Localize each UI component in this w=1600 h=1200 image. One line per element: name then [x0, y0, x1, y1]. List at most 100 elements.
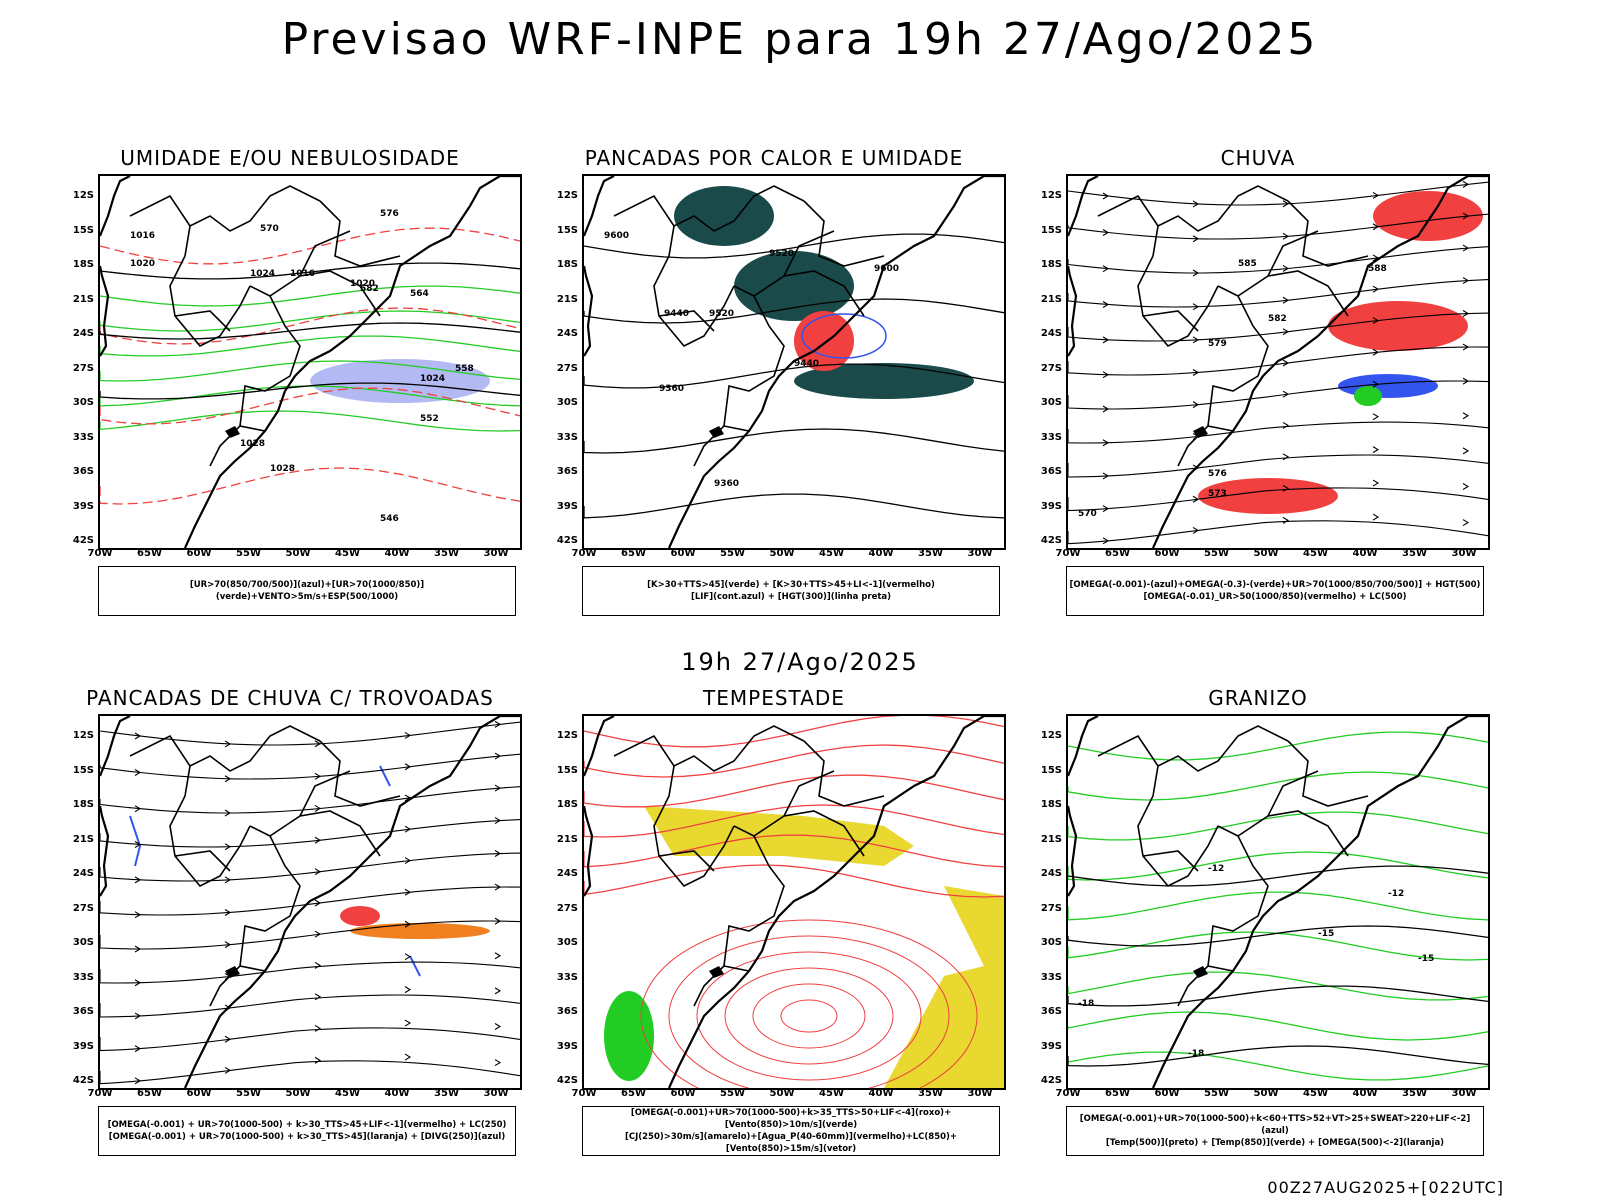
streamline-arrow [1192, 401, 1200, 409]
hgt500-streamline [1068, 380, 1488, 410]
streamline-arrow [1192, 526, 1200, 534]
streamline-arrow [1102, 439, 1110, 447]
rain-red-area [1198, 478, 1338, 514]
map-chuva[interactable]: 588 585 582 579 576 573 570 [1066, 174, 1490, 550]
legend-box: [OMEGA(-0.001)+UR>70(1000-500)+k<60+TTS>… [1066, 1106, 1484, 1156]
country-border [1237, 270, 1349, 317]
temp850-green-contour [1068, 1011, 1488, 1041]
temp500-contour [1068, 865, 1488, 887]
map-umidade[interactable]: 1016 1020 1024 1028 1016 1020 1024 1028 570 576 58… [98, 174, 522, 550]
streamline-arrow [404, 953, 412, 961]
streamline-arrow [1282, 232, 1290, 240]
latitude-tick: 27S [72, 902, 94, 914]
latitude-tick: 27S [1040, 362, 1062, 374]
hgt300-contour [584, 298, 1004, 324]
contour-label: 558 [455, 364, 474, 374]
country-border [653, 765, 735, 887]
country-border [299, 230, 351, 277]
temp500-contour [1068, 925, 1488, 947]
lif-blue-contour [801, 313, 887, 359]
streamline-arrow [1372, 348, 1380, 356]
panel-title: PANCADAS POR CALOR E UMIDADE [584, 146, 964, 170]
hgt500-streamline [1068, 213, 1488, 240]
longitude-axis: 70W 65W 60W 55W 50W 45W 40W 35W 30W [88, 1088, 522, 1102]
streamline-arrow [1372, 223, 1380, 231]
map-pancadas-calor[interactable]: 9600 9520 9440 9360 9600 9520 9440 9360 [582, 174, 1006, 550]
longitude-tick: 65W [1105, 548, 1130, 559]
longitude-tick: 45W [335, 1088, 360, 1099]
contour-label: 570 [260, 224, 279, 234]
longitude-axis: 70W 65W 60W 55W 50W 45W 40W 35W 30W [88, 548, 522, 562]
streamline-arrow [494, 1023, 502, 1030]
streamline-arrow [314, 740, 322, 748]
temp850-green-contour [1068, 891, 1488, 921]
rain-red-area [1373, 191, 1483, 241]
country-border [239, 425, 266, 432]
streamline-arrow [224, 809, 232, 817]
streamline-arrow [314, 993, 322, 1001]
latitude-tick: 36S [72, 1006, 94, 1017]
panel-chuva: CHUVA 12S 15S 18S 21S 24S 27S 30S 33S 36S 39S 42S … [1018, 146, 1498, 636]
longitude-tick: 40W [868, 548, 894, 559]
longitude-tick: 55W [1204, 1088, 1229, 1099]
contour-label: 1024 [420, 374, 445, 384]
lagoon-shape [709, 426, 724, 438]
legend-box: [K>30+TTS>45](verde) + [K>30+TTS>45+LI<-… [582, 566, 1000, 616]
streamline-arrow [314, 961, 322, 969]
lc250-streamline [100, 994, 520, 1018]
map-granizo[interactable]: -12 -15 -18 -12 -15 -18 [1066, 714, 1490, 1090]
latitude-tick: 39S [72, 500, 94, 512]
longitude-tick: 60W [186, 1088, 212, 1099]
lc850-red-circulation [696, 951, 922, 1081]
humidity-green-contour [100, 410, 520, 432]
latitude-tick: 24S [72, 868, 94, 879]
latitude-tick: 27S [556, 902, 578, 914]
streamline-arrow [1372, 479, 1380, 487]
streamline-arrow [1282, 359, 1290, 367]
instability-red-area [794, 311, 854, 371]
legend-line: [OMEGA(-0.01)_UR>50(1000/850)(vermelho) … [1143, 592, 1407, 602]
map-trovoadas[interactable] [98, 714, 522, 1090]
longitude-tick: 45W [1303, 1088, 1328, 1099]
storm-red-area [340, 906, 380, 926]
map-svg [584, 716, 1004, 1088]
streamline-arrow [134, 911, 142, 919]
streamline-arrow [1102, 472, 1110, 480]
longitude-tick: 65W [137, 548, 162, 559]
longitude-tick: 60W [1154, 1088, 1180, 1099]
latitude-tick: 36S [72, 466, 94, 477]
streamline-arrow [494, 883, 502, 891]
lc250-streamline [100, 753, 520, 780]
streamline-arrow [494, 850, 502, 858]
country-border [269, 270, 381, 317]
latitude-axis: 12S 15S 18S 21S 24S 27S 30S 33S 36S 39S 42S [50, 174, 96, 546]
streamline-arrow [404, 986, 412, 994]
latitude-tick: 15S [72, 764, 94, 776]
legend-line: [K>30+TTS>45](verde) + [K>30+TTS>45+LI<-… [647, 580, 935, 590]
streamline-arrow [224, 1066, 232, 1074]
streamline-arrow [134, 1077, 142, 1085]
contour-label: 552 [420, 414, 439, 424]
latitude-tick: 42S [72, 535, 94, 546]
latitude-tick: 30S [556, 397, 578, 408]
streamline-arrow [314, 772, 322, 780]
streamline-arrow [1462, 483, 1470, 490]
lc250-streamline [100, 920, 520, 950]
streamline-arrow [494, 987, 502, 995]
country-border [1287, 200, 1369, 267]
contour-label: 546 [380, 514, 399, 524]
contour-label: 1016 [290, 269, 315, 279]
country-border [129, 725, 321, 772]
lc850-red-circulation [752, 983, 866, 1049]
streamline-arrow [1102, 265, 1110, 273]
country-border [803, 200, 885, 267]
lc850-red-streamline [584, 834, 1004, 868]
panel-title: GRANIZO [1208, 686, 1308, 710]
panel-granizo: GRANIZO 12S 15S 18S 21S 24S 27S 30S 33S 36S 39S 42… [1018, 686, 1498, 1176]
temp500-contour [1068, 985, 1488, 1007]
country-border [723, 425, 750, 432]
streamline-arrow [1282, 390, 1290, 398]
country-border [783, 770, 835, 817]
latitude-tick: 12S [1040, 730, 1062, 741]
map-tempestade[interactable] [582, 714, 1006, 1090]
